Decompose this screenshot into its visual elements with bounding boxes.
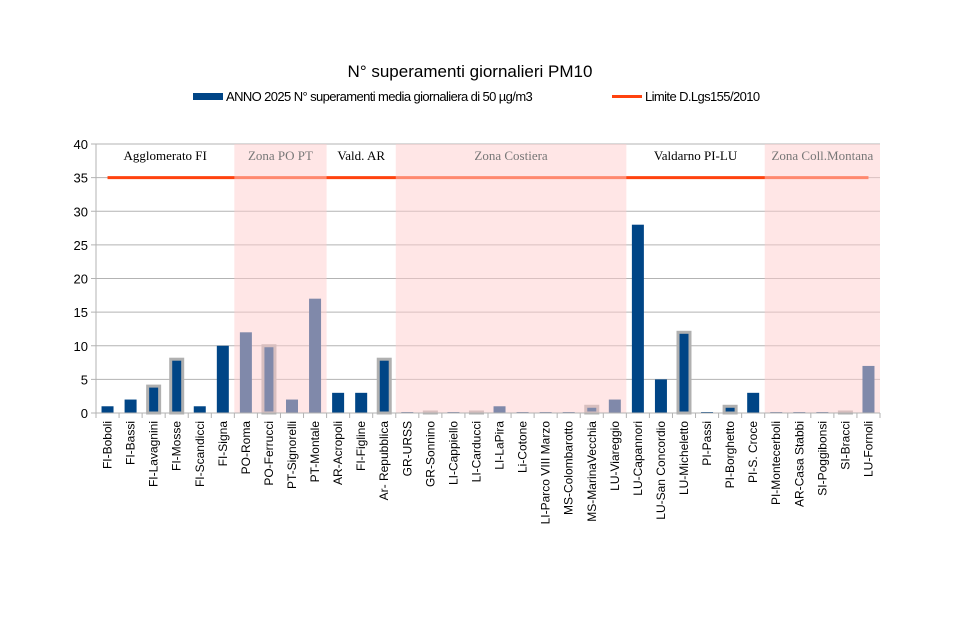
zone-band	[234, 144, 327, 413]
y-tick-label: 20	[74, 272, 88, 287]
x-tick-label: GR-URSS	[400, 421, 414, 476]
x-tick-label: MS-MarinaVecchia	[585, 421, 599, 522]
x-tick-label: LI-Cappiello	[446, 421, 460, 485]
bar-lu-micheletto	[676, 330, 692, 415]
bar-fi-figline	[355, 392, 368, 413]
legend: ANNO 2025 N° superamenti media giornalie…	[193, 89, 760, 104]
bar-pi-s-croce	[747, 392, 760, 413]
legend-swatch-bars	[193, 93, 223, 100]
x-tick-label: SI-Bracci	[838, 421, 852, 470]
y-tick-label: 25	[74, 238, 88, 253]
chart-title: N° superamenti giornalieri PM10	[348, 62, 593, 81]
zone-label: Valdarno PI-LU	[654, 148, 738, 163]
x-tick-label: LU-Fornoli	[861, 421, 875, 477]
x-tick-label: FI-Lavagnini	[147, 421, 161, 487]
y-tick-label: 30	[74, 204, 88, 219]
x-tick-label: LI-Parco VIII Marzo	[539, 421, 553, 525]
bar-fi-boboli	[101, 406, 114, 413]
legend-label-bars: ANNO 2025 N° superamenti media giornalie…	[226, 89, 533, 104]
x-tick-label: LI-Carducci	[469, 421, 483, 482]
x-tick-label: PI-Montecerboli	[769, 421, 783, 505]
y-tick-label: 10	[74, 339, 88, 354]
zone-label: Zona Costiera	[474, 148, 548, 163]
x-tick-label: PO-Ferrucci	[262, 421, 276, 486]
x-tick-label: AR-Acropoli	[331, 421, 345, 485]
zone-band	[395, 144, 627, 413]
x-tick-label: Li-Cotone	[516, 421, 530, 473]
bar-pi-borghetto	[722, 404, 738, 415]
bar-ar-acropoli	[332, 392, 345, 413]
x-tick-label: LU-San Concordio	[654, 421, 668, 520]
bar-fi-bassi	[124, 399, 137, 413]
bar-fi-mosse	[169, 357, 185, 415]
x-tick-label: LU-Viareggio	[608, 421, 622, 491]
bar-fi-lavagnini	[146, 384, 162, 415]
x-tick-label: LI-LaPira	[493, 421, 507, 470]
y-tick-label: 35	[74, 171, 88, 186]
y-tick-label: 0	[81, 406, 88, 421]
bar-lu-san-concordio	[654, 379, 667, 413]
bar-ar-repubblica	[376, 357, 392, 415]
x-tick-label: PI-Borghetto	[723, 421, 737, 489]
x-tick-label: FI-Bassi	[124, 421, 138, 465]
x-tick-label: FI-Signa	[216, 421, 230, 467]
zone-label: Zona PO PT	[248, 148, 313, 163]
x-tick-label: FI-Scandicci	[193, 421, 207, 487]
x-tick-label: FI-Figline	[354, 421, 368, 471]
zone-label: Agglomerato FI	[123, 148, 206, 163]
x-tick-label: SI-Poggibonsi	[815, 421, 829, 496]
x-tick-label: PO-Roma	[239, 421, 253, 475]
y-tick-label: 15	[74, 305, 88, 320]
zone-label: Vald. AR	[337, 148, 385, 163]
legend-label-limit: Limite D.Lgs155/2010	[645, 89, 760, 104]
zone-label: Zona Coll.Montana	[771, 148, 873, 163]
zone-band	[764, 144, 880, 413]
bar-lu-capannori	[631, 224, 644, 413]
bar-fi-scandicci	[193, 406, 206, 413]
x-tick-label: PI-Passi	[700, 421, 714, 466]
x-tick-label: FI-Mosse	[170, 421, 184, 471]
x-tick-label: PT-Signorelli	[285, 421, 299, 489]
x-tick-label: MS-Colombarotto	[562, 421, 576, 515]
x-tick-label: GR-Sonnino	[423, 421, 437, 487]
x-tick-label: LU-Micheletto	[677, 421, 691, 495]
x-tick-label: Ar- Repubblica	[377, 421, 391, 501]
x-tick-label: PT-Montale	[308, 421, 322, 483]
y-tick-label: 40	[74, 137, 88, 152]
y-tick-label: 5	[81, 372, 88, 387]
x-tick-label: AR-Casa Stabbi	[792, 421, 806, 507]
x-tick-label: LU-Capannori	[631, 421, 645, 496]
x-tick-label: FI-Boboli	[101, 421, 115, 469]
bar-fi-signa	[216, 345, 229, 413]
x-tick-label: PI-S. Croce	[746, 421, 760, 483]
legend-swatch-limit	[612, 95, 642, 98]
